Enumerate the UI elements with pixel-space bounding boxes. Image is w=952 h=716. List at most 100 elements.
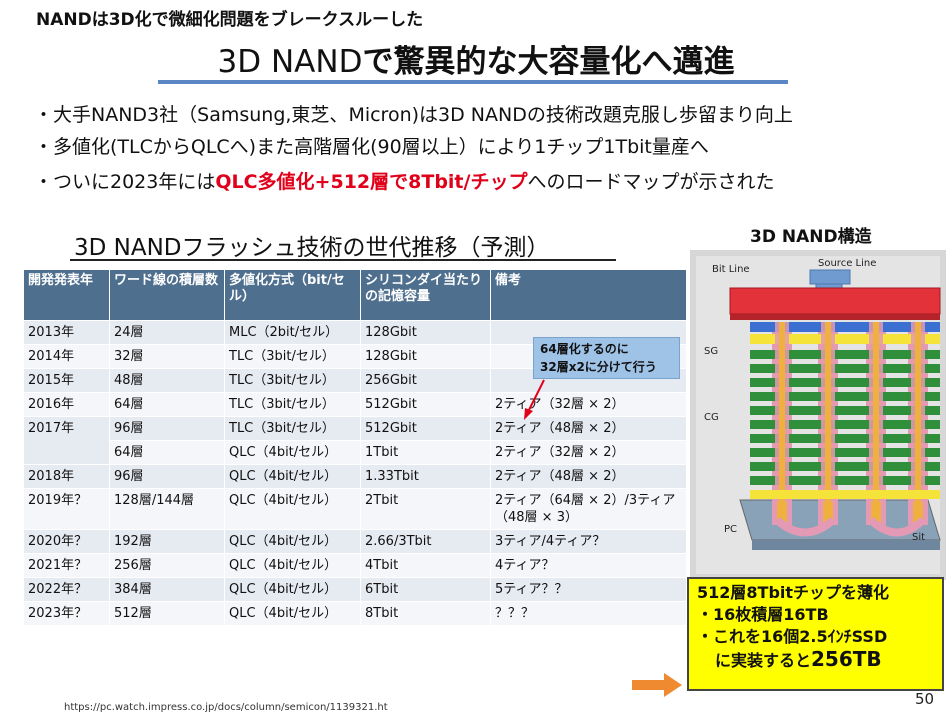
- cell-capacity: 6Tbit: [360, 577, 491, 602]
- cell-layers: 48層: [109, 368, 225, 393]
- header-layers: ワード線の積層数: [109, 269, 225, 321]
- summary-line-3: ・これを16個2.5ｲﾝﾁSSD: [697, 627, 888, 646]
- cell-capacity: 128Gbit: [360, 344, 491, 369]
- top-caption: NANDは3D化で微細化問題をブレークスルーした: [36, 10, 424, 30]
- cell-notes: 2ティア（64層 × 2）/3ティア（48層 × 3）: [490, 488, 687, 530]
- cell-layers: 128層/144層: [109, 488, 225, 530]
- cell-notes: 2ティア（48層 × 2）: [490, 416, 687, 441]
- cell-year: 2023年？: [23, 601, 110, 626]
- cell-layers: 512層: [109, 601, 225, 626]
- bullet-2: ・多値化(TLCからQLCへ)また高階層化(90層以上）により1チップ1Tbit…: [34, 136, 709, 158]
- cell-bits: TLC（3bit/セル）: [224, 344, 361, 369]
- table-row: 64層 QLC（4bit/セル） 1Tbit 2ティア（32層 × 2）: [24, 440, 687, 465]
- cell-layers: 64層: [109, 392, 225, 417]
- cell-bits: QLC（4bit/セル）: [224, 464, 361, 489]
- summary-line-2: ・16枚積層16TB: [697, 605, 829, 624]
- cell-capacity: 1Tbit: [360, 440, 491, 465]
- table-row: 2016年 64層 TLC（3bit/セル） 512Gbit 2ティア（32層 …: [23, 392, 687, 417]
- label-sg: SG: [704, 346, 718, 357]
- bullet-3-pre: ・ついに2023年には: [34, 171, 216, 193]
- cell-notes: 3ティア/4ティア？: [490, 529, 687, 554]
- cell-notes: 4ティア？: [490, 553, 687, 578]
- right-arrow-icon: [632, 673, 682, 697]
- cell-year: 2020年？: [23, 529, 110, 554]
- label-pc: PC: [724, 524, 737, 535]
- generation-table: 開発発表年 ワード線の積層数 多値化方式（bit/セル） シリコンダイ当たりの記…: [23, 269, 687, 626]
- cell-year: 2016年: [23, 392, 110, 417]
- table-row: 2014年 32層 TLC（3bit/セル） 128Gbit: [23, 344, 687, 369]
- cell-notes: 2ティア（32層 × 2）: [490, 440, 687, 465]
- callout-note: 64層化するのに 32層x2に分けて行う: [533, 337, 680, 379]
- cell-layers: 24層: [109, 320, 225, 345]
- cell-year: 2014年: [23, 344, 110, 369]
- cell-capacity: 512Gbit: [360, 416, 491, 441]
- cell-capacity: 256Gbit: [360, 368, 491, 393]
- cell-year: 2018年: [23, 464, 110, 489]
- cell-bits: QLC（4bit/セル）: [224, 601, 361, 626]
- nand-structure-diagram: Bit Line Source Line SG CG PC Sit: [690, 250, 946, 580]
- cell-capacity: 8Tbit: [360, 601, 491, 626]
- cell-layers: 256層: [109, 553, 225, 578]
- bullet-3: ・ついに2023年にはQLC多値化+512層で8Tbit/チップへのロードマップ…: [34, 167, 774, 194]
- header-year: 開発発表年: [23, 269, 110, 321]
- callout-arrow: [524, 379, 545, 420]
- cell-layers: 192層: [109, 529, 225, 554]
- cell-year: 2015年: [23, 368, 110, 393]
- summary-line-4-pre: に実装すると: [715, 651, 812, 670]
- table-row: 2021年？ 256層 QLC（4bit/セル） 4Tbit 4ティア？: [23, 553, 687, 578]
- cell-bits: TLC（3bit/セル）: [224, 392, 361, 417]
- label-source-line: Source Line: [818, 258, 876, 269]
- label-sit: Sit: [912, 532, 925, 543]
- diagram-caption: 3D NAND構造: [750, 227, 872, 247]
- cell-layers: 384層: [109, 577, 225, 602]
- cell-notes: ？？？: [490, 601, 687, 626]
- cell-layers: 96層: [109, 464, 225, 489]
- page-number: 50: [915, 690, 935, 708]
- cell-layers: 64層: [109, 440, 225, 465]
- cell-capacity: 2Tbit: [360, 488, 491, 530]
- cell-bits: TLC（3bit/セル）: [224, 416, 361, 441]
- label-bit-line: Bit Line: [712, 264, 750, 275]
- label-cg: CG: [704, 412, 719, 423]
- cell-bits: QLC（4bit/セル）: [224, 488, 361, 530]
- summary-line-4: に実装すると256TB: [697, 648, 934, 672]
- cell-capacity: 1.33Tbit: [360, 464, 491, 489]
- cell-bits: MLC（2bit/セル）: [224, 320, 361, 345]
- cell-layers: 32層: [109, 344, 225, 369]
- title-underline: [158, 80, 788, 84]
- cell-bits: TLC（3bit/セル）: [224, 368, 361, 393]
- table-row: 2020年？ 192層 QLC（4bit/セル） 2.66/3Tbit 3ティア…: [23, 529, 687, 554]
- table-header-row: 開発発表年 ワード線の積層数 多値化方式（bit/セル） シリコンダイ当たりの記…: [23, 269, 687, 321]
- table-row: 2019年？ 128層/144層 QLC（4bit/セル） 2Tbit 2ティア…: [23, 488, 687, 530]
- cell-year: 2013年: [23, 320, 110, 345]
- table-title: 3D NANDフラッシュ技術の世代推移（予測）: [74, 235, 550, 261]
- cell-layers: 96層: [109, 416, 225, 441]
- summary-line-1: 512層8Tbitチップを薄化: [697, 583, 890, 602]
- cell-year: 2017年: [23, 416, 110, 465]
- bullet-3-post: へのロードマップが示された: [527, 171, 775, 193]
- summary-box: 512層8Tbitチップを薄化 ・16枚積層16TB ・これを16個2.5ｲﾝﾁ…: [687, 577, 944, 691]
- cell-bits: QLC（4bit/セル）: [224, 577, 361, 602]
- table-row: 2018年 96層 QLC（4bit/セル） 1.33Tbit 2ティア（48層…: [23, 464, 687, 489]
- cell-bits: QLC（4bit/セル）: [224, 553, 361, 578]
- cell-year: 2021年？: [23, 553, 110, 578]
- source-url: https://pc.watch.impress.co.jp/docs/colu…: [64, 702, 388, 713]
- bullet-1: ・大手NAND3社（Samsung,東芝、Micron)は3D NANDの技術改…: [34, 104, 793, 126]
- bullet-3-highlight: QLC多値化+512層で8Tbit/チップ: [215, 171, 528, 193]
- cell-bits: QLC（4bit/セル）: [224, 440, 361, 465]
- header-capacity: シリコンダイ当たりの記憶容量: [360, 269, 491, 321]
- cell-year: 2022年？: [23, 577, 110, 602]
- callout-line-2: 32層x2に分けて行う: [540, 360, 657, 374]
- cell-capacity: 128Gbit: [360, 320, 491, 345]
- cell-capacity: 512Gbit: [360, 392, 491, 417]
- callout-line-1: 64層化するのに: [540, 342, 629, 356]
- page-title-prefix: 3D NAND: [217, 44, 363, 80]
- page-title-suffix: で驚異的な大容量化へ邁進: [362, 44, 735, 80]
- table-row: 2023年？ 512層 QLC（4bit/セル） 8Tbit ？？？: [23, 601, 687, 626]
- cell-capacity: 4Tbit: [360, 553, 491, 578]
- cell-bits: QLC（4bit/セル）: [224, 529, 361, 554]
- cell-notes: 5ティア？？: [490, 577, 687, 602]
- page-title: 3D NANDで驚異的な大容量化へ邁進: [0, 36, 952, 81]
- table-title-underline: [70, 259, 616, 261]
- table-row: 2017年 96層 TLC（3bit/セル） 512Gbit 2ティア（48層 …: [23, 416, 687, 465]
